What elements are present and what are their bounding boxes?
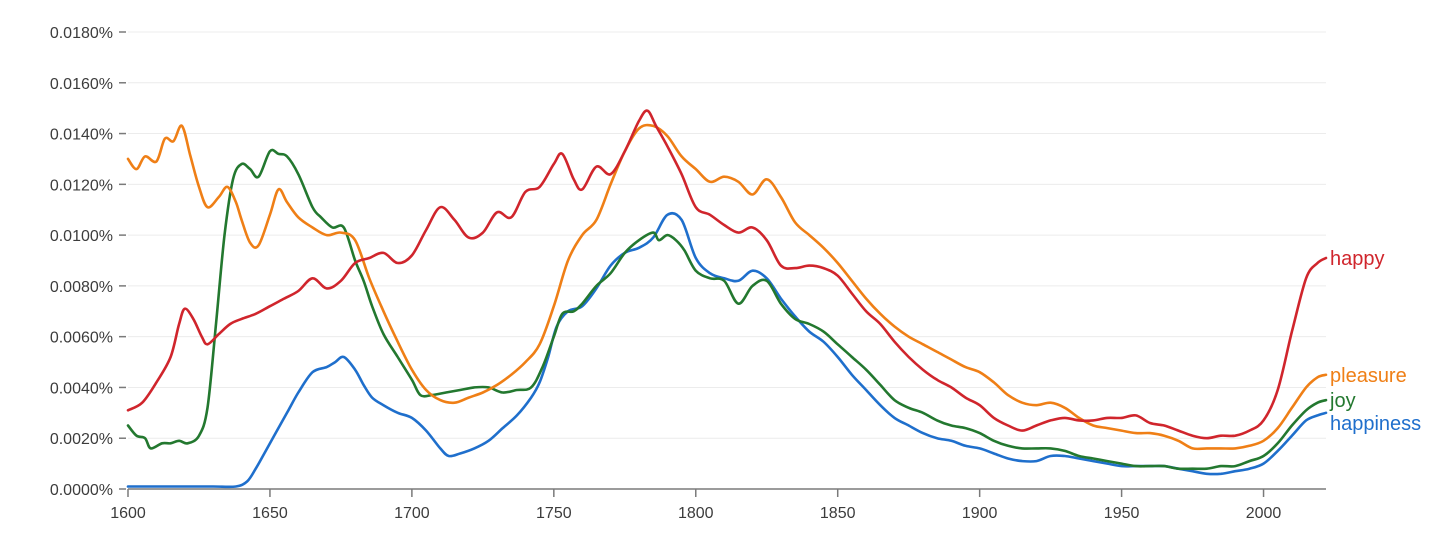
x-tick-label: 2000 (1246, 505, 1282, 522)
x-tick-label: 1850 (820, 505, 856, 522)
x-tick-label: 1950 (1104, 505, 1140, 522)
y-tick-label: 0.0140% (50, 127, 113, 144)
series-line-pleasure (126, 123, 1328, 451)
series-label-happiness: happiness (1330, 413, 1421, 435)
y-tick-label: 0.0100% (50, 228, 113, 245)
y-tick-label: 0.0120% (50, 177, 113, 194)
x-tick-label: 1800 (678, 505, 714, 522)
series-line-joy (126, 148, 1328, 471)
y-tick-label: 0.0000% (50, 482, 113, 499)
axes: 0.0000% 0.0020% 0.0040% 0.0060% 0.0080% 0.010… (50, 25, 1326, 522)
x-tick-label: 1600 (110, 505, 146, 522)
y-tick-label: 0.0180% (50, 25, 113, 42)
series-line-happiness (126, 211, 1328, 489)
series-label-happy: happy (1330, 248, 1385, 270)
series-line-happy (126, 109, 1328, 440)
series-label-joy: joy (1329, 390, 1356, 412)
y-tick-label: 0.0160% (50, 76, 113, 93)
series (126, 109, 1328, 489)
y-tick-label: 0.0060% (50, 330, 113, 347)
y-tick-label: 0.0080% (50, 279, 113, 296)
x-tick-label: 1750 (536, 505, 572, 522)
series-label-pleasure: pleasure (1330, 365, 1407, 387)
y-tick-label: 0.0020% (50, 431, 113, 448)
x-tick-label: 1650 (252, 505, 288, 522)
x-tick-label: 1900 (962, 505, 998, 522)
y-tick-label: 0.0040% (50, 380, 113, 397)
x-tick-label: 1700 (394, 505, 430, 522)
